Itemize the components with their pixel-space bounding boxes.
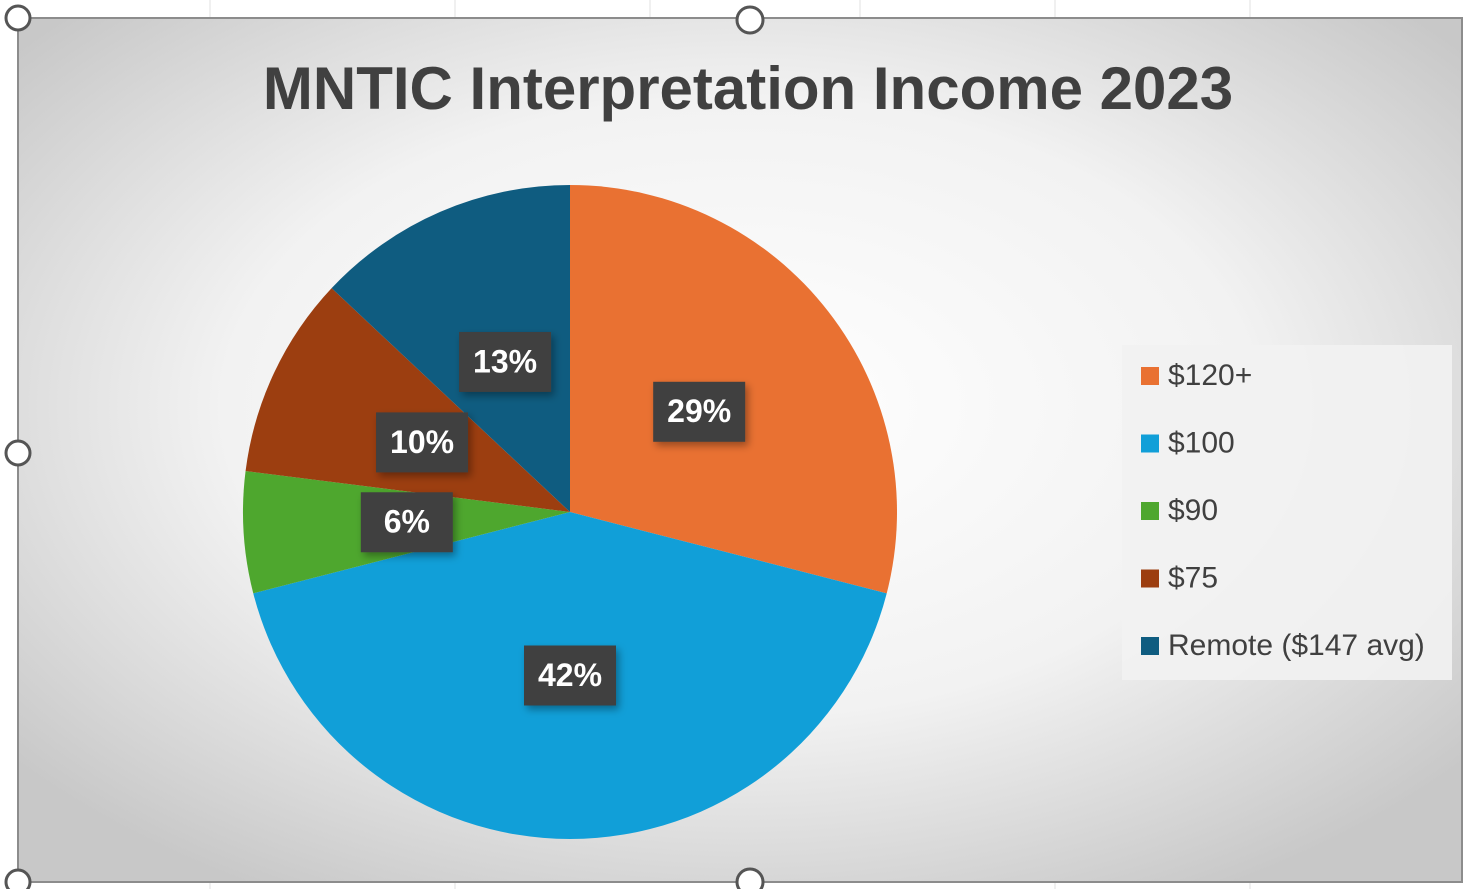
legend-label: $90 bbox=[1168, 494, 1218, 527]
legend-swatch bbox=[1141, 367, 1159, 385]
legend-swatch bbox=[1141, 637, 1159, 655]
legend-label: $100 bbox=[1168, 426, 1235, 459]
sheet-grid bbox=[209, 0, 1251, 889]
legend-label: Remote ($147 avg) bbox=[1168, 629, 1425, 662]
data-label: 42% bbox=[538, 657, 602, 693]
data-label: 29% bbox=[667, 393, 731, 429]
chart-title: MNTIC Interpretation Income 2023 bbox=[263, 55, 1233, 122]
legend-swatch bbox=[1141, 502, 1159, 520]
data-label-box bbox=[524, 645, 616, 706]
data-label: 6% bbox=[384, 504, 430, 540]
pie bbox=[243, 184, 897, 840]
pie-slice bbox=[331, 184, 570, 512]
data-label: 10% bbox=[390, 424, 454, 460]
legend-swatch bbox=[1141, 569, 1159, 588]
data-label: 13% bbox=[473, 343, 537, 379]
data-label-box bbox=[360, 492, 453, 553]
legend-swatch bbox=[1141, 434, 1159, 453]
data-label-box bbox=[376, 412, 469, 473]
legend-box bbox=[1122, 345, 1452, 680]
pie-slice bbox=[245, 288, 570, 512]
selection-handles[interactable] bbox=[4, 4, 765, 889]
data-label-box bbox=[653, 381, 746, 442]
legend: $120+ $100 $90 $75 Remote ($147 avg) bbox=[1141, 359, 1425, 662]
data-label-box bbox=[459, 331, 552, 392]
data-labels: 29% 42% 6% 10% 13% bbox=[360, 331, 746, 706]
legend-label: $75 bbox=[1168, 561, 1218, 594]
legend-label: $120+ bbox=[1168, 359, 1252, 392]
